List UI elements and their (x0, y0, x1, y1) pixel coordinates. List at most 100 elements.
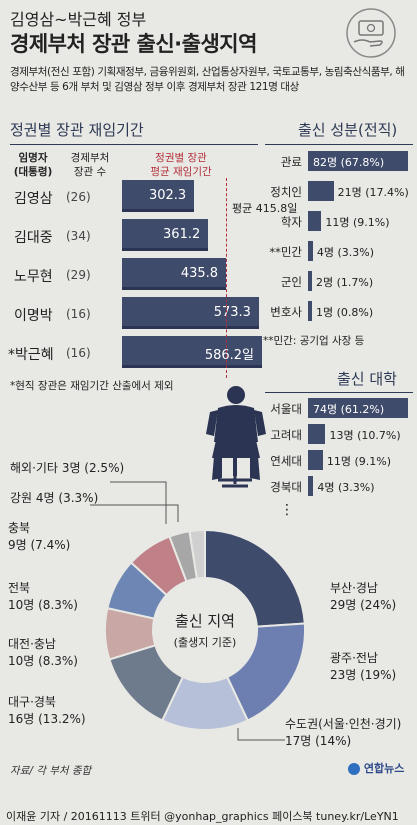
bar-label: 경북대 (270, 480, 302, 494)
region-value: 29명 (24%) (330, 598, 397, 612)
region-value: 17명 (14%) (285, 734, 352, 748)
tenure-footnote: *현직 장관은 재임기간 산출에서 제외 (10, 380, 174, 392)
bar (308, 450, 323, 470)
tenure-value: 573.3 (213, 305, 251, 320)
donut-slice (204, 528, 306, 628)
bar-label: 관료 (280, 155, 302, 169)
origin-section-title: 출신 성분(전직) (298, 121, 398, 139)
tenure-name: *박근혜 (8, 347, 54, 363)
region-label: 수도권(서울·인천·경기) 17명 (14%) (285, 716, 401, 750)
page-subtitle: 김영삼~박근혜 정부 (10, 10, 147, 29)
region-value: 10명 (8.3%) (8, 598, 78, 612)
region-label: 대구·경북 16명 (13.2%) (8, 694, 86, 728)
seated-person-icon (200, 382, 270, 492)
region-value: 3명 (2.5%) (61, 461, 125, 475)
region-name: 수도권(서울·인천·경기) (285, 717, 402, 731)
region-label: 부산·경남 29명 (24%) (330, 580, 396, 614)
region-name: 해외·기타 (10, 461, 58, 475)
description: 경제부처(전신 포함) 기획재정부, 금융위원회, 산업통상자원부, 국토교통부… (10, 66, 405, 93)
bar (308, 211, 322, 231)
bar-label: **민간 (269, 245, 302, 259)
money-hand-icon (340, 8, 402, 58)
tenure-count: (29) (66, 268, 91, 282)
bar-value: 1명 (0.8%) (316, 306, 374, 319)
bar-label: 정치인 (270, 185, 302, 199)
tenure-bar (122, 258, 227, 290)
bar (308, 476, 314, 496)
tenure-bar (122, 180, 195, 212)
yonhap-logo: 연합뉴스 (348, 760, 404, 776)
tenure-divider (10, 144, 258, 145)
university-section-title: 출신 대학 (337, 370, 397, 388)
tenure-name: 이명박 (14, 308, 53, 324)
bar-value: 21명 (17.4%) (337, 186, 409, 199)
bar-label: 연세대 (270, 454, 302, 468)
bar (308, 424, 326, 444)
bar-label: 서울대 (270, 402, 302, 416)
page-title: 경제부처 장관 출신·출생지역 (10, 32, 257, 56)
average-label: 평균 415.8일 (232, 202, 298, 215)
tenure-section-title: 정권별 장관 재임기간 (10, 121, 144, 139)
donut-center-sub: (출생지 기준) (173, 636, 237, 649)
bar-value: 13명 (10.7%) (329, 429, 401, 442)
tenure-name: 노무현 (14, 269, 53, 285)
tenure-value: 435.8 (180, 266, 219, 281)
footer-credit: 이재윤 기자 / 20161113 트위터 @yonhap_graphics 페… (0, 808, 417, 825)
region-value: 16명 (13.2%) (8, 712, 86, 726)
logo-mark-icon (348, 763, 360, 775)
region-name: 대전·충남 (8, 637, 56, 651)
tenure-name: 김영삼 (14, 191, 53, 207)
bar (308, 398, 408, 418)
region-label: 충북 9명 (7.4%) (8, 520, 70, 554)
tenure-value: 302.3 (148, 188, 187, 203)
region-value: 23명 (19%) (330, 668, 397, 682)
region-name: 전북 (8, 581, 31, 595)
region-value: 4명 (3.3%) (35, 491, 99, 505)
bar-label: 군인 (280, 275, 302, 289)
tenure-bar (122, 297, 259, 329)
region-label: 강원 4명 (3.3%) (10, 490, 98, 507)
leader-line-overseas (110, 481, 167, 524)
bar-value: 82명 (67.8%) (313, 156, 385, 169)
bar-value: 4명 (3.3%) (316, 246, 375, 259)
bar-value: 2명 (1.7%) (316, 276, 374, 289)
source-note: 자료/ 각 부처 종합 (10, 765, 92, 777)
tenure-name: 김대중 (14, 230, 53, 246)
col-header-count: 경제부처 장관 수 (70, 152, 110, 178)
region-name: 충북 (8, 521, 31, 535)
origin-divider (265, 144, 413, 145)
region-value: 9명 (7.4%) (8, 538, 71, 552)
leader-line-capital (237, 728, 285, 741)
region-label: 전북 10명 (8.3%) (8, 580, 78, 614)
region-name: 대구·경북 (8, 695, 56, 709)
region-name: 광주·전남 (330, 651, 378, 665)
region-donut-chart (104, 528, 306, 731)
region-name: 강원 (10, 491, 33, 505)
region-value: 10명 (8.3%) (8, 654, 78, 668)
tenure-bar (122, 219, 209, 251)
ellipsis: ⋮ (280, 502, 294, 518)
bar (308, 301, 312, 321)
region-label: 해외·기타 3명 (2.5%) (10, 460, 124, 477)
bar-value: 11명 (9.1%) (325, 216, 390, 229)
university-divider (265, 392, 413, 393)
region-label: 광주·전남 23명 (19%) (330, 650, 396, 684)
leader-line-gangwon (90, 504, 179, 522)
tenure-value: 361.2 (163, 227, 201, 242)
region-name: 부산·경남 (330, 581, 378, 595)
tenure-value: 586.2일 (204, 348, 254, 363)
tenure-bar (122, 336, 262, 368)
bar-label: 학자 (280, 215, 302, 229)
bar (308, 181, 334, 201)
tenure-count: (16) (66, 307, 91, 321)
bar (308, 151, 408, 171)
bar-label: 변호사 (270, 305, 302, 319)
col-header-appointer: 임명자 (대통령) (13, 152, 53, 178)
col-header-avg: 정권별 장관 평균 재임기간 (150, 152, 212, 178)
bar (308, 271, 312, 291)
tenure-count: (34) (66, 229, 91, 243)
donut-center-title: 출신 지역 (175, 612, 235, 630)
bar-value: 74명 (61.2%) (313, 403, 385, 416)
origin-note: **민간: 공기업 사장 등 (263, 335, 365, 347)
